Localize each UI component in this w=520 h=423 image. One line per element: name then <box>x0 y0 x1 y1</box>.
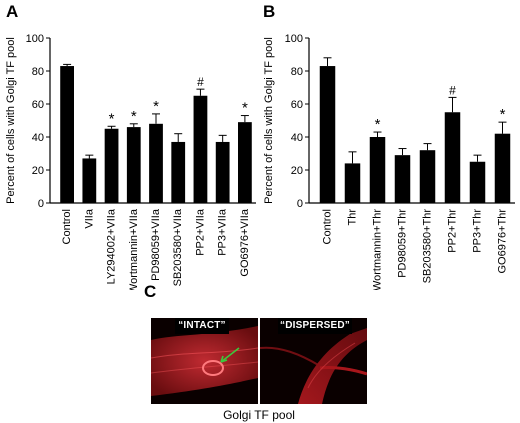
chart-b-significance-mark: * <box>375 116 381 133</box>
chart-b-bar <box>419 150 436 203</box>
arrow-icon <box>220 347 240 363</box>
chart-b-bar <box>494 133 511 203</box>
chart-a-significance-mark: * <box>131 108 137 125</box>
chart-a-bar <box>82 158 97 203</box>
chart-a-bar <box>104 128 119 203</box>
chart-b-bar <box>444 112 461 203</box>
chart-a-category-label: PP3+VIIa <box>217 208 229 256</box>
chart-a-bar <box>60 66 74 203</box>
chart-b-ytick-label: 60 <box>291 99 303 111</box>
chart-a-category-label: SB203580+VIIa <box>172 208 184 286</box>
chart-b-significance-mark: # <box>449 83 456 97</box>
chart-a-category-label: VIIa <box>83 208 95 228</box>
figure-caption: Golgi TF pool <box>223 408 295 422</box>
chart-a-significance-mark: * <box>242 100 248 117</box>
chart-a-ytick-label: 0 <box>38 198 44 210</box>
panel-label-b: B <box>263 2 276 21</box>
chart-b-bar <box>344 163 361 203</box>
chart-a-category-label: PD98059+VIIa <box>150 208 162 281</box>
panel-label-c: C <box>144 282 157 301</box>
chart-b-category-label: Control <box>322 209 334 244</box>
chart-b-category-label: PD98059+Thr <box>397 209 409 278</box>
micrograph-intact: “INTACT” <box>151 318 258 404</box>
chart-b-ytick-label: 0 <box>297 198 303 210</box>
chart-a-category-label: Wortmannin+VIIa <box>128 208 140 290</box>
chart-a-ytick-label: 100 <box>26 33 44 45</box>
chart-b-bar <box>394 155 411 203</box>
chart-a-category-label: LY294002+VIIa <box>106 208 118 284</box>
chart-b-bar <box>369 137 386 203</box>
chart-b-category-label: SB203580+Thr <box>422 209 434 284</box>
chart-b-category-label: PP2+Thr <box>447 209 459 253</box>
chart-a-significance-mark: * <box>153 98 159 115</box>
chart-a-bar <box>238 122 252 203</box>
charts-area: 0 20 40 60 80 100 Percent of cells with Golgi … <box>5 33 515 290</box>
chart-a-significance-mark: # <box>197 75 204 89</box>
chart-b-category-label: PP3+Thr <box>472 209 484 253</box>
micrograph-dispersed: “DISPERSED” <box>260 318 367 404</box>
chart-b-category-label: GO6976+Thr <box>497 209 509 274</box>
intact-label: “INTACT” <box>175 318 229 334</box>
chart-b-ytick-label: 100 <box>285 33 303 45</box>
chart-b-ytick-label: 80 <box>291 66 303 78</box>
chart-a-bar <box>126 127 141 203</box>
chart-a-category-label: Control <box>61 209 73 244</box>
chart-a-significance-mark: * <box>109 110 115 127</box>
chart-b-significance-mark: * <box>500 106 506 123</box>
chart-a-bar <box>149 123 163 203</box>
chart-a-ytick-label: 60 <box>32 99 44 111</box>
chart-b-category-label: Wortmannin+Thr <box>372 209 384 290</box>
chart-b-ylabel: Percent of cells with Golgi TF pool <box>263 37 275 204</box>
chart-b-ytick-label: 40 <box>291 132 303 144</box>
chart-a-bar <box>171 141 186 203</box>
chart-b-bar <box>469 161 486 203</box>
chart-a-ytick-label: 80 <box>32 66 44 78</box>
chart-a-ytick-label: 40 <box>32 132 44 144</box>
chart-a-ytick-label: 20 <box>32 165 44 177</box>
chart-a-bar <box>193 95 208 203</box>
chart-a-ylabel: Percent of cells with Golgi TF pool <box>5 37 17 204</box>
chart-b-category-label: Thr <box>347 209 359 226</box>
dispersed-label: “DISPERSED” <box>278 318 352 334</box>
chart-a-category-label: PP2+VIIa <box>194 208 206 256</box>
panel-label-a: A <box>6 2 19 21</box>
chart-b-ytick-label: 20 <box>291 165 303 177</box>
chart-a-category-label: GO6976+VIIa <box>239 208 251 276</box>
chart-b-bar <box>319 66 336 203</box>
chart-a-bar <box>215 141 230 203</box>
